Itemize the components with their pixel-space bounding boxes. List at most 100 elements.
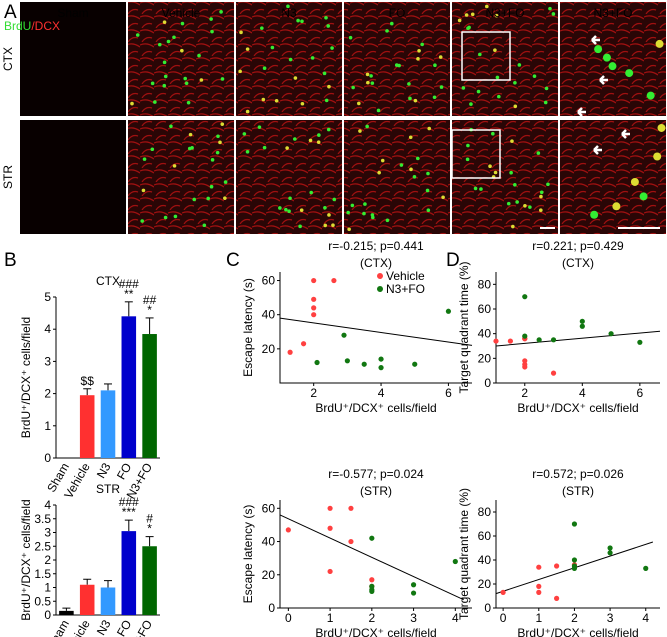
x-tick-label: FO [114, 618, 134, 637]
cell [457, 18, 462, 23]
y-tick-label: 0.5 [34, 594, 51, 608]
cell [347, 227, 351, 232]
cell [188, 132, 193, 137]
cell [493, 48, 497, 52]
cell [348, 35, 353, 40]
chart-title: CTX [96, 274, 120, 288]
y-tick-label: 80 [478, 505, 492, 519]
axis [495, 500, 660, 609]
point [327, 525, 333, 531]
point [331, 277, 337, 284]
cell [438, 55, 443, 59]
cell [242, 132, 247, 136]
cell [630, 177, 639, 186]
point [643, 565, 649, 572]
point [571, 521, 578, 527]
x-tick-label: 0 [500, 611, 507, 625]
image-grid: Sham Vehicle N3 FO N3+FO N3+FO CTX STR BrdU/DCX [1, 2, 666, 234]
point [554, 563, 560, 569]
micrograph [20, 120, 126, 234]
cell [608, 62, 617, 71]
cell [162, 83, 167, 88]
y-tick-label: 80 [478, 277, 492, 291]
cell [539, 194, 543, 199]
cell [183, 76, 187, 81]
bar [79, 584, 95, 615]
cell [324, 15, 328, 20]
cell [409, 167, 413, 172]
significance: *** [122, 505, 136, 519]
cell [190, 146, 194, 150]
y-tick-label: 60 [478, 529, 492, 543]
chart-title: r=-0.577; p=0.024 [328, 467, 424, 481]
point [285, 527, 291, 533]
legend-label: N3+FO [386, 282, 425, 296]
cell [532, 74, 537, 78]
cell [551, 12, 556, 16]
cell [245, 47, 250, 51]
y-axis-label: Escape latency (s) [241, 278, 255, 377]
cell [425, 188, 430, 193]
column-label: Vehicle [162, 6, 201, 20]
arrow [577, 107, 586, 117]
cell [218, 140, 222, 145]
cell [163, 215, 168, 220]
cell [238, 69, 242, 74]
panel-label: B [4, 250, 17, 271]
chart-subtitle: (CTX) [562, 256, 594, 270]
cell [513, 104, 518, 109]
point [522, 364, 528, 370]
chart-subtitle: (CTX) [360, 256, 392, 270]
point [550, 337, 557, 343]
cell [399, 163, 404, 167]
cell [594, 45, 603, 54]
stain-name: BrdU [4, 19, 31, 33]
cell [135, 33, 140, 37]
point [607, 550, 613, 556]
cell [465, 157, 470, 162]
cell [288, 57, 293, 62]
cell [506, 201, 511, 206]
y-tick-label: 40 [478, 553, 492, 567]
cell [479, 187, 483, 191]
cell [274, 98, 279, 103]
chart-title: STR [96, 482, 120, 496]
cell [416, 57, 420, 61]
bar [142, 334, 157, 458]
cell [413, 98, 418, 103]
cell [257, 125, 262, 129]
micrograph [236, 120, 342, 234]
chart-title: r=0.221; p=0.429 [532, 239, 624, 253]
cell [473, 186, 478, 191]
row-label: STR [1, 165, 15, 189]
cell [293, 137, 297, 141]
arrow [621, 129, 630, 139]
cell [346, 210, 350, 215]
chart-title: r=0.572; p=0.026 [532, 467, 624, 481]
cell [215, 150, 220, 155]
y-tick-label: 0 [484, 376, 491, 390]
y-tick-label: 60 [478, 302, 492, 316]
y-axis-label: BrdU⁺/DCX⁺ cells/field [19, 317, 33, 438]
y-axis-label: BrdU⁺/DCX⁺ cells/field [19, 499, 33, 620]
point [522, 358, 528, 364]
point [327, 568, 333, 575]
cell [130, 101, 134, 106]
significance: ### [119, 495, 139, 509]
cell [141, 188, 146, 193]
x-tick-label: 4 [642, 611, 649, 625]
significance: ### [119, 277, 139, 291]
y-tick-label: 0 [44, 608, 51, 622]
cell [517, 63, 522, 67]
cell [223, 196, 227, 200]
x-tick-label: 0 [285, 611, 292, 625]
cell [163, 74, 168, 79]
micrograph [344, 2, 450, 116]
cell [515, 200, 519, 204]
x-axis-label: BrdU⁺/DCX⁺ cells/field [315, 626, 436, 637]
x-tick-label: 2 [368, 611, 375, 625]
point [410, 582, 417, 588]
cell [172, 35, 176, 40]
point [311, 277, 317, 284]
cell [239, 30, 243, 35]
